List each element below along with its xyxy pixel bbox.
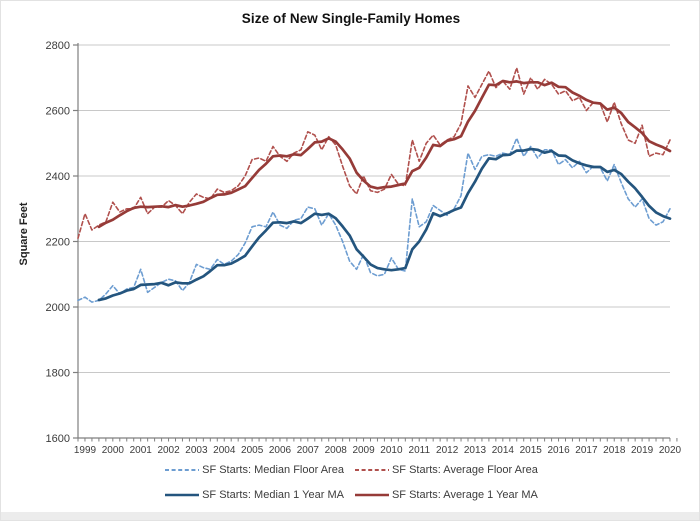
svg-text:2200: 2200 — [46, 237, 70, 249]
svg-text:2015: 2015 — [520, 445, 543, 456]
svg-text:2400: 2400 — [46, 171, 70, 183]
chart-title: Size of New Single-Family Homes — [241, 11, 461, 26]
svg-text:2005: 2005 — [241, 445, 264, 456]
svg-text:2004: 2004 — [213, 445, 236, 456]
chart-legend-row-1: SF Starts: Median Floor Area SF Starts: … — [1, 464, 699, 476]
dashed-line-swatch-median — [165, 469, 200, 471]
legend-item-median-floor-area: SF Starts: Median Floor Area — [164, 464, 344, 476]
series-line-3 — [97, 79, 672, 229]
svg-text:2002: 2002 — [157, 445, 180, 456]
legend-label: SF Starts: Average 1 Year MA — [391, 489, 538, 501]
svg-text:2800: 2800 — [46, 40, 70, 52]
legend-label: SF Starts: Median Floor Area — [202, 464, 344, 476]
svg-text:2010: 2010 — [380, 445, 403, 456]
svg-text:2020: 2020 — [659, 445, 682, 456]
legend-label: SF Starts: Median 1 Year MA — [202, 489, 344, 501]
page-background-strip — [1, 512, 699, 520]
svg-text:2003: 2003 — [185, 445, 208, 456]
plot-area: 1600 1800 2000 2200 2400 2600 2800 1999 2000 2001… — [46, 40, 682, 456]
solid-line-swatch-median-ma — [165, 493, 200, 497]
svg-text:2013: 2013 — [464, 445, 487, 456]
solid-line-swatch-average-ma — [354, 493, 389, 497]
svg-text:1600: 1600 — [46, 433, 70, 445]
legend-item-average-1yr-ma: SF Starts: Average 1 Year MA — [354, 489, 538, 501]
legend-item-average-floor-area: SF Starts: Average Floor Area — [354, 464, 538, 476]
series-line-1 — [77, 67, 671, 239]
svg-text:2006: 2006 — [269, 445, 292, 456]
chart-legend-row-2: SF Starts: Median 1 Year MA SF Starts: A… — [1, 489, 699, 501]
svg-text:2001: 2001 — [130, 445, 153, 456]
svg-text:2012: 2012 — [436, 445, 459, 456]
svg-text:2009: 2009 — [352, 445, 375, 456]
svg-text:2000: 2000 — [46, 302, 70, 314]
svg-text:2011: 2011 — [409, 445, 431, 456]
dashed-line-swatch-average — [354, 469, 389, 471]
svg-text:2018: 2018 — [603, 445, 626, 456]
svg-text:2016: 2016 — [547, 445, 570, 456]
svg-text:1800: 1800 — [46, 368, 70, 380]
svg-text:2019: 2019 — [631, 445, 654, 456]
svg-text:2000: 2000 — [102, 445, 125, 456]
legend-label: SF Starts: Average Floor Area — [391, 464, 538, 476]
series-line-2 — [97, 147, 672, 302]
legend-item-median-1yr-ma: SF Starts: Median 1 Year MA — [164, 489, 344, 501]
svg-text:2014: 2014 — [492, 445, 515, 456]
svg-text:2017: 2017 — [575, 445, 598, 456]
svg-text:2008: 2008 — [325, 445, 348, 456]
svg-text:2600: 2600 — [46, 106, 70, 118]
svg-text:1999: 1999 — [74, 445, 97, 456]
svg-text:2007: 2007 — [297, 445, 320, 456]
